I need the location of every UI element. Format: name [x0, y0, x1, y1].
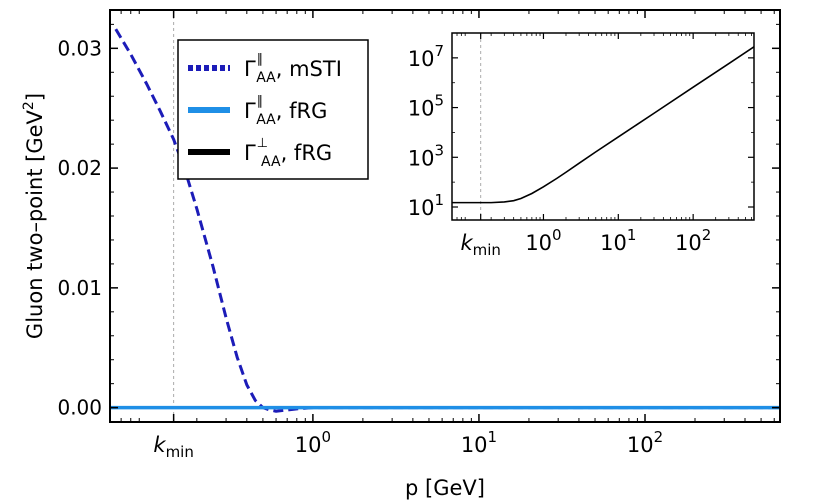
legend-symbol: Γ [244, 141, 256, 165]
x-tick-label: 102 [627, 428, 663, 457]
y-tick-label: 0.00 [57, 396, 102, 420]
legend-entry-2: Γ⊥ AA, fRG [244, 136, 332, 170]
legend-sup: ⊥ [257, 136, 268, 151]
legend-sub: AA [256, 70, 276, 86]
legend-symbol: Γ [244, 99, 256, 123]
y-tick-label: 0.01 [57, 276, 102, 300]
inset-x-tick-label: kmin [460, 231, 500, 259]
y-axis-label-sup: 2 [21, 101, 37, 110]
legend-symbol: Γ [244, 57, 256, 81]
inset-y-tick-base: 10 [408, 97, 435, 121]
legend-sup: ∥ [257, 94, 264, 109]
x-tick-base: k [153, 433, 166, 457]
x-tick-base: 10 [295, 433, 322, 457]
inset-x-tick-sub: min [473, 241, 501, 259]
inset-y-tick-base: 10 [408, 47, 435, 71]
inset-x-tick-label: 101 [600, 226, 636, 255]
inset-y-tick-exp: 5 [434, 92, 444, 110]
x-tick-exp: 1 [488, 428, 498, 446]
y-axis-label-close: ] [23, 93, 47, 101]
x-tick-label: 101 [461, 428, 497, 457]
inset-series-group [452, 46, 754, 204]
x-tick-exp: 2 [654, 428, 664, 446]
inset-frame [451, 32, 755, 221]
legend-suffix: , mSTI [276, 57, 342, 81]
inset-y-tick-label: 101 [408, 191, 444, 220]
inset-y-tick-exp: 7 [434, 42, 444, 60]
legend-sub: AA [261, 154, 281, 170]
y-tick-label: 0.02 [57, 156, 102, 180]
x-tick-label: kmin [153, 433, 193, 461]
inset-y-tick-label: 105 [408, 92, 444, 121]
inset-x-tick-exp: 0 [552, 226, 562, 244]
legend-suffix: , fRG [281, 141, 333, 165]
inset-x-tick-exp: 1 [627, 226, 637, 244]
legend-suffix: , fRG [276, 99, 328, 123]
inset-x-tick-label: 102 [675, 226, 711, 255]
series-perp-frg-line [452, 46, 754, 204]
inset-x-tick-label: 100 [525, 226, 561, 255]
inset-x-tick-base: 10 [525, 231, 552, 255]
legend-entry-0: Γ∥ AA, mSTI [244, 52, 342, 86]
x-tick-base: 10 [461, 433, 488, 457]
inset-y-tick-exp: 3 [434, 141, 444, 159]
inset-y-tick-base: 10 [408, 196, 435, 220]
y-axis-label: Gluon two–point [GeV2] [21, 93, 47, 339]
inset-y-tick-exp: 1 [434, 191, 444, 209]
inset-x-tick-exp: 2 [702, 226, 712, 244]
y-tick-label: 0.03 [57, 36, 102, 60]
inset-x-tick-base: k [460, 231, 473, 255]
x-tick-label: 100 [295, 428, 331, 457]
main-series-group [110, 28, 780, 413]
legend-sup: ∥ [257, 52, 264, 67]
y-axis-label-main: Gluon two–point [GeV [23, 109, 47, 339]
x-tick-sub: min [166, 443, 194, 461]
x-tick-base: 10 [627, 433, 654, 457]
inset-x-tick-base: 10 [675, 231, 702, 255]
inset-background [452, 33, 754, 220]
x-axis-label: p [GeV] [405, 476, 485, 500]
legend-entry-1: Γ∥ AA, fRG [244, 94, 327, 128]
legend-sub: AA [256, 112, 276, 128]
inset-y-tick-label: 103 [408, 141, 444, 170]
inset-y-tick-label: 107 [408, 42, 444, 71]
inset-x-tick-base: 10 [600, 231, 627, 255]
x-tick-exp: 0 [321, 428, 331, 446]
inset-y-tick-base: 10 [408, 146, 435, 170]
